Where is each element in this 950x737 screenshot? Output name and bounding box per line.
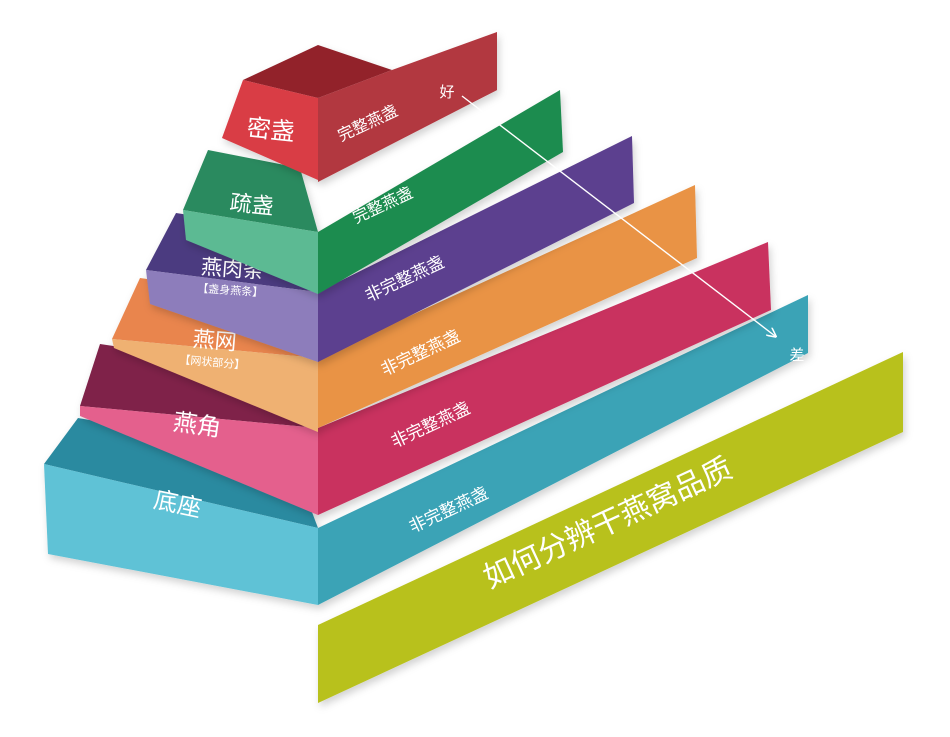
front-yanwang bbox=[112, 339, 318, 432]
ribbon-yanjiao bbox=[318, 242, 771, 515]
level-sub-yanroutiao: 【盏身燕条】 bbox=[197, 281, 264, 300]
level-dizuo: 底座 非完整燕盏 bbox=[44, 295, 808, 605]
level-name-yanwang: 燕网 bbox=[192, 327, 238, 356]
ribbon-yanroutiao bbox=[318, 136, 634, 362]
level-name-shujian: 疏盏 bbox=[228, 191, 274, 220]
level-mijian: 密盏 完整燕盏 bbox=[222, 32, 497, 182]
front-yanjiao-lower bbox=[80, 406, 318, 515]
front-dizuo bbox=[44, 464, 318, 605]
ribbon-shujian bbox=[318, 90, 563, 294]
front-yanroutiao bbox=[146, 270, 318, 362]
front-mijian bbox=[222, 80, 318, 180]
front-shujian bbox=[183, 210, 318, 294]
title-banner-shape bbox=[318, 352, 903, 703]
quality-arrow bbox=[461, 95, 775, 336]
level-yanroutiao: 燕肉条 【盏身燕条】 非完整燕盏 bbox=[146, 136, 634, 362]
ribbon-yanwang bbox=[318, 185, 697, 428]
level-yanjiao: 燕角 非完整燕盏 bbox=[80, 242, 771, 515]
level-sub-yanwang: 【网状部分】 bbox=[179, 352, 246, 372]
ribbon-dizuo bbox=[318, 295, 808, 605]
front-mijian-right bbox=[318, 32, 497, 180]
scale-bottom-label: 差 bbox=[789, 346, 804, 364]
level-name-yanjiao: 燕角 bbox=[171, 408, 222, 442]
scale-top-label: 好 bbox=[439, 83, 454, 101]
top-dizuo bbox=[44, 418, 318, 528]
level-name-mijian: 密盏 bbox=[246, 114, 297, 147]
top-mijian bbox=[243, 45, 392, 98]
quality-scale: 好 差 bbox=[439, 83, 804, 364]
level-shujian: 疏盏 完整燕盏 bbox=[183, 90, 563, 294]
top-shujian bbox=[183, 150, 318, 232]
